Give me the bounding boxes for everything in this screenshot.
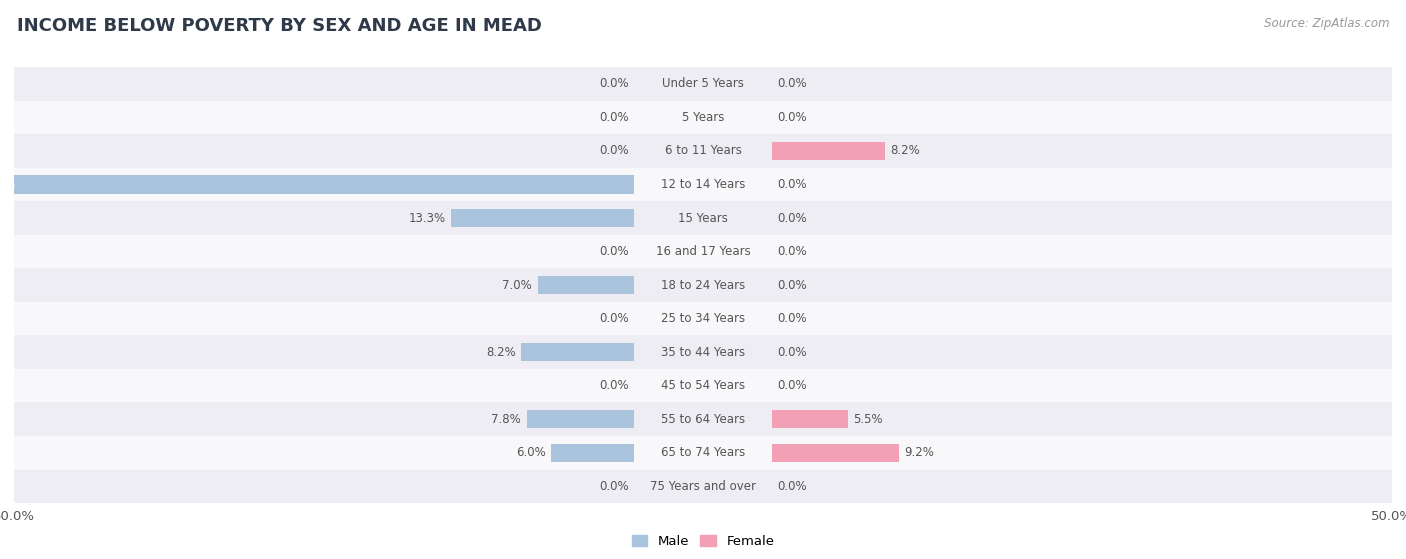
Legend: Male, Female: Male, Female <box>626 529 780 553</box>
Bar <box>772 142 884 160</box>
Bar <box>14 67 1392 101</box>
Bar <box>772 410 848 429</box>
Text: 48.7%: 48.7% <box>0 178 15 191</box>
Text: INCOME BELOW POVERTY BY SEX AND AGE IN MEAD: INCOME BELOW POVERTY BY SEX AND AGE IN M… <box>17 17 541 35</box>
Text: 35 to 44 Years: 35 to 44 Years <box>661 345 745 359</box>
Text: 0.0%: 0.0% <box>778 345 807 359</box>
Text: 0.0%: 0.0% <box>599 480 628 493</box>
Bar <box>527 410 634 429</box>
Text: 55 to 64 Years: 55 to 64 Years <box>661 413 745 426</box>
Text: 0.0%: 0.0% <box>778 111 807 124</box>
Bar <box>14 101 1392 134</box>
Text: 65 to 74 Years: 65 to 74 Years <box>661 446 745 459</box>
Text: 16 and 17 Years: 16 and 17 Years <box>655 245 751 258</box>
Text: 45 to 54 Years: 45 to 54 Years <box>661 379 745 392</box>
Text: 75 Years and over: 75 Years and over <box>650 480 756 493</box>
Text: 6.0%: 6.0% <box>516 446 546 459</box>
Text: 0.0%: 0.0% <box>599 379 628 392</box>
Bar <box>14 436 1392 470</box>
Text: 0.0%: 0.0% <box>778 278 807 292</box>
Text: 0.0%: 0.0% <box>778 77 807 91</box>
Bar <box>14 168 1392 201</box>
Bar <box>14 201 1392 235</box>
Bar <box>551 444 634 462</box>
Text: 5 Years: 5 Years <box>682 111 724 124</box>
Text: Under 5 Years: Under 5 Years <box>662 77 744 91</box>
Bar <box>14 134 1392 168</box>
Text: 12 to 14 Years: 12 to 14 Years <box>661 178 745 191</box>
Text: 25 to 34 Years: 25 to 34 Years <box>661 312 745 325</box>
Bar <box>537 276 634 294</box>
Bar <box>14 268 1392 302</box>
Bar <box>522 343 634 362</box>
Text: 8.2%: 8.2% <box>486 345 516 359</box>
Text: 18 to 24 Years: 18 to 24 Years <box>661 278 745 292</box>
Text: 0.0%: 0.0% <box>778 312 807 325</box>
Text: 9.2%: 9.2% <box>904 446 934 459</box>
Text: 13.3%: 13.3% <box>408 211 446 225</box>
Bar <box>0 175 634 193</box>
Text: 5.5%: 5.5% <box>853 413 883 426</box>
Text: 7.8%: 7.8% <box>491 413 522 426</box>
Bar <box>14 470 1392 503</box>
Bar <box>14 302 1392 335</box>
Text: 0.0%: 0.0% <box>599 77 628 91</box>
Text: 0.0%: 0.0% <box>599 111 628 124</box>
Text: 0.0%: 0.0% <box>778 178 807 191</box>
Text: 0.0%: 0.0% <box>599 312 628 325</box>
Bar <box>451 209 634 227</box>
Text: 0.0%: 0.0% <box>778 211 807 225</box>
Text: 0.0%: 0.0% <box>778 379 807 392</box>
Text: 0.0%: 0.0% <box>778 245 807 258</box>
Text: 15 Years: 15 Years <box>678 211 728 225</box>
Bar <box>14 335 1392 369</box>
Bar <box>14 402 1392 436</box>
Text: 8.2%: 8.2% <box>890 144 920 158</box>
Text: 0.0%: 0.0% <box>599 144 628 158</box>
Bar <box>14 369 1392 402</box>
Text: 6 to 11 Years: 6 to 11 Years <box>665 144 741 158</box>
Text: 0.0%: 0.0% <box>599 245 628 258</box>
Bar <box>772 444 898 462</box>
Text: Source: ZipAtlas.com: Source: ZipAtlas.com <box>1264 17 1389 30</box>
Text: 0.0%: 0.0% <box>778 480 807 493</box>
Bar <box>14 235 1392 268</box>
Text: 7.0%: 7.0% <box>502 278 531 292</box>
